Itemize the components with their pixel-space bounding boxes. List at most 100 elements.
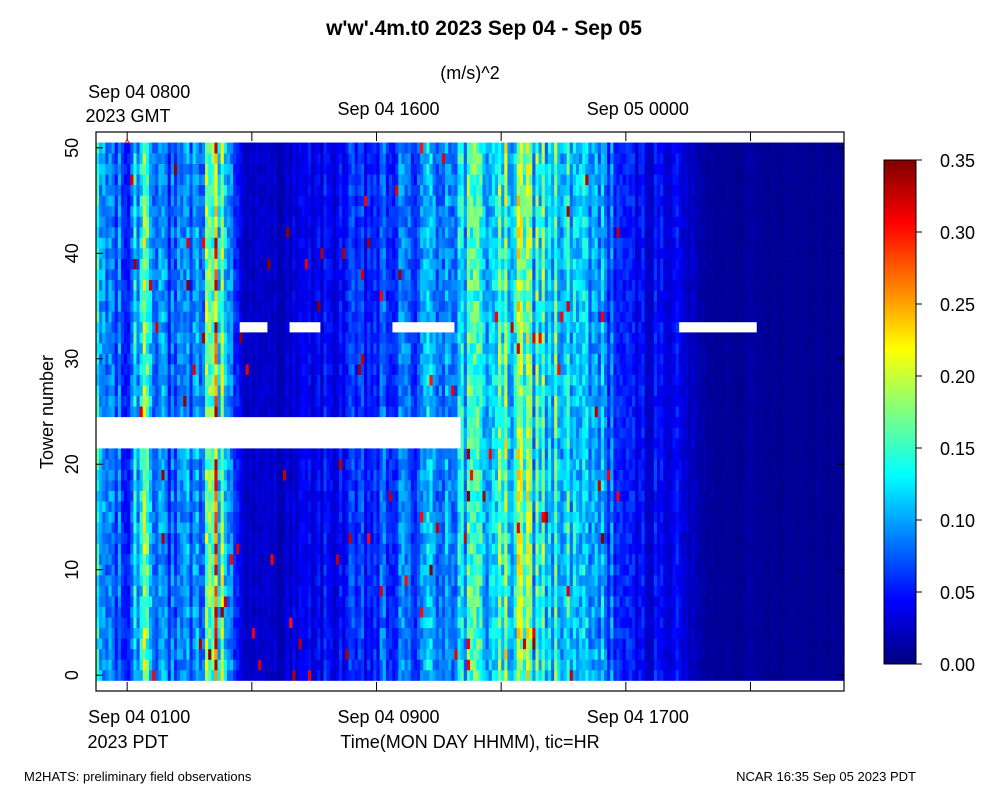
heatmap-cell [292,532,296,544]
heatmap-cell [320,617,324,629]
heatmap-cell [388,490,393,502]
heatmap-cell [663,490,667,502]
heatmap-cell [261,638,265,650]
heatmap-cell [370,501,374,513]
heatmap-cell [242,532,246,544]
heatmap-cell [641,511,645,523]
heatmap-cell [304,564,309,576]
heatmap-cell [691,574,695,586]
heatmap-cell [283,638,287,650]
heatmap-cell [192,501,197,513]
heatmap-cell [766,669,770,681]
heatmap-cell [828,627,832,639]
heatmap-cell [728,564,733,576]
heatmap-cell [741,543,745,555]
heatmap-cell [311,648,315,660]
heatmap-cell [675,648,680,660]
heatmap-cell [142,511,147,523]
heatmap-cell [501,543,505,555]
heatmap-cell [236,469,240,481]
heatmap-cell [242,511,246,523]
heatmap-cell [560,627,564,639]
heatmap-cell [376,532,380,544]
heatmap-cell [298,532,303,544]
heatmap-cell [744,532,748,544]
heatmap-cell [516,522,521,534]
heatmap-cell [638,511,642,523]
heatmap-cell [279,532,284,544]
heatmap-cell [641,606,645,618]
heatmap-cell [158,490,162,502]
heatmap-cell [819,585,823,597]
heatmap-cell [473,522,477,534]
heatmap-cell [725,669,730,681]
heatmap-cell [254,553,259,565]
heatmap-cell [610,553,614,565]
heatmap-cell [276,564,281,576]
heatmap-cell [226,469,231,481]
heatmap-cell [136,553,140,565]
heatmap-cell [376,458,380,470]
heatmap-cell [417,532,421,544]
heatmap-cell [672,596,677,607]
heatmap-cell [837,501,842,513]
heatmap-cell [772,648,776,660]
heatmap-cell [420,596,424,607]
heatmap-cell [248,564,253,576]
heatmap-cell [610,638,614,650]
heatmap-cell [376,585,380,597]
heatmap-cell [498,596,502,607]
heatmap-cell [685,458,689,470]
heatmap-cell [594,564,599,576]
heatmap-cell [594,659,599,671]
heatmap-cell [198,648,203,660]
heatmap-cell [351,606,356,618]
heatmap-cell [647,617,652,629]
heatmap-cell [311,669,315,681]
heatmap-cell [258,585,262,597]
heatmap-cell [647,669,652,681]
heatmap-cell [460,659,465,671]
heatmap-cell [610,501,614,513]
heatmap-cell [279,511,284,523]
heatmap-cell [815,585,820,597]
heatmap-cell [488,606,493,618]
heatmap-cell [825,501,829,513]
heatmap-cell [392,617,396,629]
heatmap-cell [273,522,278,534]
heatmap-cell [638,469,642,481]
heatmap-cell [791,553,795,565]
heatmap-cell [825,669,829,681]
heatmap-cell [124,617,128,629]
heatmap-cell [270,627,274,639]
heatmap-cell [663,617,667,629]
heatmap-cell [547,532,552,544]
heatmap-cell [507,648,511,660]
heatmap-cell [192,564,197,576]
heatmap-cell [379,532,384,544]
heatmap-cell [485,543,490,555]
heatmap-cell [837,469,842,481]
heatmap-cell [566,543,571,555]
heatmap-cell [641,564,645,576]
heatmap-cell [357,480,362,491]
heatmap-cell [504,543,508,555]
heatmap-cell [616,543,620,555]
heatmap-cell [164,553,169,565]
heatmap-cell [214,469,218,481]
heatmap-cell [834,564,839,576]
heatmap-cell [473,596,477,607]
heatmap-cell [158,522,162,534]
heatmap-cell [177,553,181,565]
heatmap-cell [575,564,580,576]
heatmap-cell [709,543,714,555]
heatmap-cell [572,469,577,481]
heatmap-cell [239,606,243,618]
heatmap-cell [155,574,159,586]
heatmap-cell [619,669,624,681]
heatmap-cell [716,553,720,565]
heatmap-cell [672,480,677,491]
heatmap-cell [513,553,518,565]
heatmap-cell [815,669,820,681]
heatmap-cell [787,627,792,639]
